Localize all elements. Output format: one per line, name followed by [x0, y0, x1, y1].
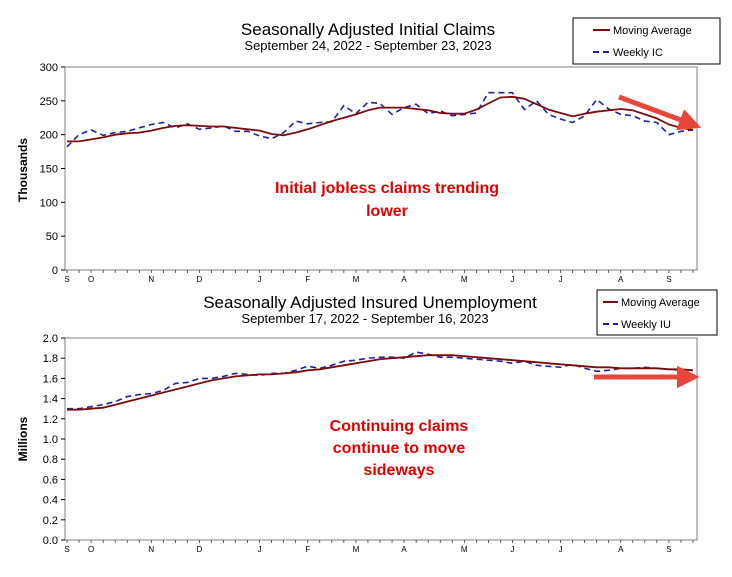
chart2-legend: Moving Average Weekly IU [596, 289, 718, 336]
chart2-plot-area [64, 337, 698, 541]
chart2-y-axis-label: Millions [16, 416, 30, 461]
chart2-y-tick-label: 0.2 [43, 515, 58, 527]
chart2-x-month-label: J [559, 545, 563, 554]
chart2-y-tick-label: 0.0 [43, 535, 58, 547]
chart2-x-month-label: M [461, 545, 468, 554]
chart2-x-month-label: J [510, 545, 514, 554]
chart2-y-tick-label: 0.8 [43, 454, 58, 466]
chart1-annotation-line1: Initial jobless claims trending [275, 180, 499, 197]
chart1-legend: Moving Average Weekly IC [572, 17, 721, 65]
chart2-series [67, 351, 694, 411]
chart2-y-tick-label: 0.6 [43, 474, 58, 486]
chart1-y-tick-label: 200 [40, 130, 58, 142]
chart2-annotation-line3: sideways [363, 462, 434, 479]
chart2-x-month-label: S [64, 545, 69, 554]
chart-insured-unemployment: Seasonally Adjusted Insured Unemployment… [16, 289, 718, 554]
chart1-plot-area [64, 66, 698, 271]
chart1-x-month-label: S [666, 275, 671, 284]
chart1-y-tick-label: 300 [40, 62, 58, 74]
chart2-y-tick-label: 1.2 [43, 414, 58, 426]
chart2-y-tick-label: 1.4 [43, 394, 58, 406]
chart1-y-axis: 0 50 100 150 200 250 300 [40, 62, 65, 277]
chart1-x-month-label: J [559, 275, 563, 284]
chart2-x-month-label: M [353, 545, 360, 554]
chart2-x-month-label: J [258, 545, 262, 554]
chart2-y-tick-label: 2.0 [43, 333, 58, 345]
chart2-title: Seasonally Adjusted Insured Unemployment [203, 293, 537, 312]
chart1-x-month-label: F [305, 275, 310, 284]
chart1-legend-box [572, 17, 721, 65]
chart1-annotation-line2: lower [366, 203, 408, 220]
chart1-legend-label-ma: Moving Average [613, 25, 692, 37]
chart1-x-month-label: J [510, 275, 514, 284]
chart1-legend-label-weekly: Weekly IC [613, 47, 663, 59]
chart2-x-month-label: D [197, 545, 203, 554]
chart2-x-month-label: F [305, 545, 310, 554]
chart1-subtitle: September 24, 2022 - September 23, 2023 [244, 38, 491, 53]
chart2-series-moving-average-line [67, 354, 694, 411]
chart2-y-tick-label: 0.4 [43, 495, 58, 507]
chart1-x-month-label: A [401, 275, 407, 284]
chart2-y-axis: 0.0 0.2 0.4 0.6 0.8 1.0 1.2 1.4 1.6 1.8 2.0 [43, 333, 65, 547]
chart1-series-weekly-line [66, 91, 694, 148]
chart2-x-month-label: O [88, 545, 94, 554]
chart1-series [66, 91, 694, 148]
chart2-subtitle: September 17, 2022 - September 16, 2023 [241, 311, 488, 326]
chart1-x-month-label: S [64, 275, 69, 284]
chart1-y-tick-label: 250 [40, 96, 58, 108]
chart1-x-month-label: N [148, 275, 154, 284]
chart2-y-tick-label: 1.8 [43, 353, 58, 365]
chart1-series-moving-average-line [67, 95, 694, 143]
chart-initial-claims: Seasonally Adjusted Initial Claims Septe… [16, 17, 721, 284]
chart2-y-tick-label: 1.6 [43, 373, 58, 385]
chart1-y-tick-label: 0 [52, 265, 58, 277]
chart1-title: Seasonally Adjusted Initial Claims [241, 20, 495, 39]
chart1-x-month-label: O [88, 275, 94, 284]
chart1-y-tick-label: 50 [46, 231, 58, 243]
chart1-x-month-label: A [618, 275, 624, 284]
chart2-annotation-line2: continue to move [333, 440, 466, 457]
chart2-legend-box [596, 289, 718, 336]
chart2-x-month-label: A [401, 545, 407, 554]
chart2-x-month-label: N [148, 545, 154, 554]
chart1-x-month-label: M [461, 275, 468, 284]
chart2-legend-label-weekly: Weekly IU [621, 319, 671, 331]
chart2-x-month-label: S [666, 545, 671, 554]
chart1-trend-arrow [618, 94, 702, 131]
chart1-y-tick-label: 150 [40, 164, 58, 176]
chart2-x-month-label: A [618, 545, 624, 554]
chart2-series-weekly-line [67, 351, 694, 410]
chart2-annotation-line1: Continuing claims [330, 418, 469, 435]
chart1-x-month-label: M [353, 275, 360, 284]
chart2-y-tick-label: 1.0 [43, 434, 58, 446]
chart1-y-axis-label: Thousands [16, 138, 30, 202]
chart1-x-month-label: D [197, 275, 203, 284]
chart1-y-tick-label: 100 [40, 197, 58, 209]
chart2-legend-label-ma: Moving Average [621, 297, 700, 309]
chart1-x-month-label: J [258, 275, 262, 284]
